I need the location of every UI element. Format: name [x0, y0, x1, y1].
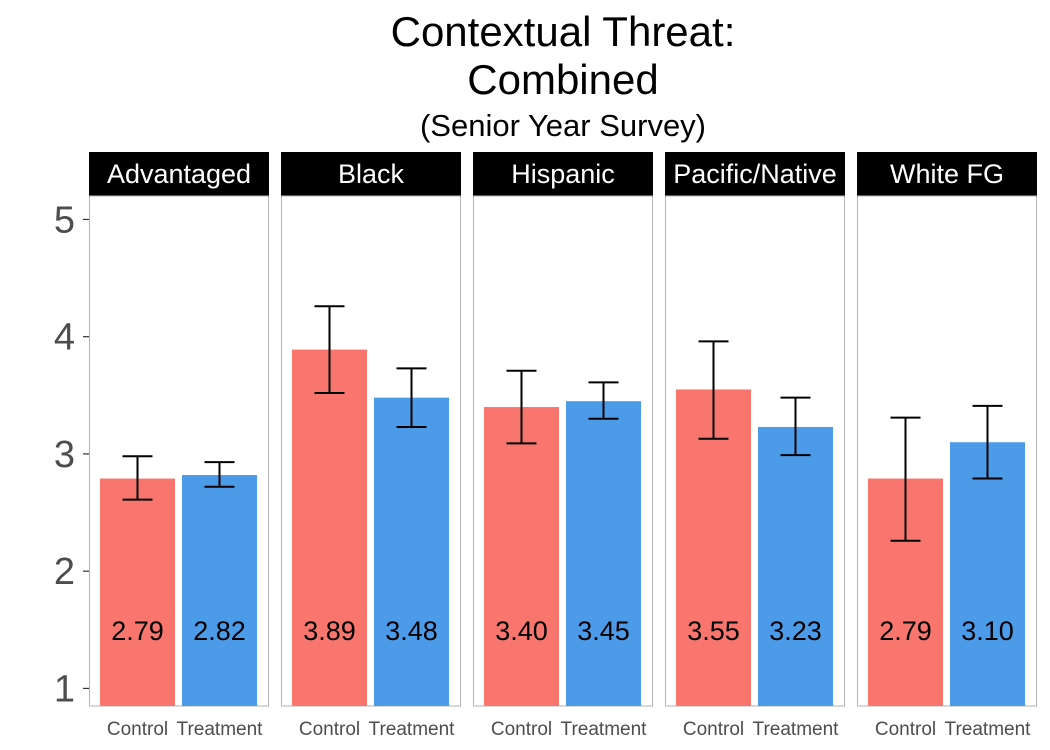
x-tick-label: Treatment [369, 719, 456, 740]
bar-value-label: 3.48 [385, 616, 438, 646]
facet-strip-label: Advantaged [107, 159, 251, 189]
x-tick-label: Control [491, 719, 552, 740]
error-bar [314, 305, 345, 394]
facet-strip [473, 152, 653, 196]
facet-strip-label: White FG [890, 159, 1004, 189]
panel-border [89, 195, 269, 707]
y-tick-label: 2 [54, 551, 75, 593]
facet-strip [281, 152, 461, 196]
panel-border [857, 195, 1037, 707]
facet-strip [665, 152, 845, 196]
x-tick-label: Treatment [945, 719, 1032, 740]
bar-value-label: 2.79 [111, 616, 164, 646]
x-tick-label: Control [683, 719, 744, 740]
facet-panel: White FG 2.79 Control 3.10 Treatment [857, 152, 1037, 740]
error-bar [890, 416, 921, 542]
bar-treatment [566, 401, 641, 706]
panel-border [665, 195, 845, 707]
facet-panel: Pacific/Native 3.55 Control 3.23 Treatment [665, 152, 845, 740]
error-bar [396, 367, 427, 428]
panel-border [281, 195, 461, 707]
facet-panel: Hispanic 3.40 Control 3.45 Treatment [473, 152, 653, 740]
x-tick-label: Treatment [177, 719, 264, 740]
facet-panels: Advantaged 2.79 Control 2.82 Treatment Black 3… [89, 152, 1037, 740]
bar-value-label: 3.55 [687, 616, 740, 646]
error-bar [204, 461, 235, 488]
bar-value-label: 3.10 [961, 616, 1014, 646]
y-tick-label: 4 [54, 317, 75, 359]
y-tick-label: 1 [54, 668, 75, 710]
chart-subtitle: (Senior Year Survey) [420, 108, 706, 143]
bar-value-label: 3.89 [303, 616, 356, 646]
bar-control [676, 389, 751, 706]
facet-strip-label: Black [338, 159, 405, 189]
facet-strip [89, 152, 269, 196]
error-bar [972, 404, 1003, 480]
x-tick-label: Control [107, 719, 168, 740]
bar-treatment [950, 442, 1025, 706]
facet-panel: Advantaged 2.79 Control 2.82 Treatment [89, 152, 269, 740]
chart-title-line-2: Combined [467, 56, 658, 103]
bar-treatment [374, 397, 449, 706]
facet-strip-label: Hispanic [511, 159, 615, 189]
bar-control [484, 407, 559, 706]
y-tick-label: 3 [54, 434, 75, 476]
bar-value-label: 2.79 [879, 616, 932, 646]
y-axis: 1 2 3 4 5 [54, 199, 89, 710]
error-bar [780, 396, 811, 457]
x-tick-label: Treatment [561, 719, 648, 740]
error-bar [506, 369, 537, 445]
bar-value-label: 3.40 [495, 616, 548, 646]
error-bar [122, 455, 153, 501]
facet-strip-label: Pacific/Native [673, 159, 837, 189]
error-bar [588, 381, 619, 420]
bar-value-label: 2.82 [193, 616, 246, 646]
x-tick-label: Control [875, 719, 936, 740]
error-bar [698, 340, 729, 440]
bar-treatment [182, 475, 257, 706]
facet-panel: Black 3.89 Control 3.48 Treatment [281, 152, 461, 740]
bar-control [292, 349, 367, 706]
bar-value-label: 3.23 [769, 616, 822, 646]
chart-title-line-1: Contextual Threat: [391, 8, 736, 55]
y-tick-label: 5 [54, 199, 75, 241]
x-tick-label: Control [299, 719, 360, 740]
x-tick-label: Treatment [753, 719, 840, 740]
panel-border [473, 195, 653, 707]
bar-value-label: 3.45 [577, 616, 630, 646]
bar-treatment [758, 426, 833, 706]
bar-control [100, 478, 175, 706]
facet-strip [857, 152, 1037, 196]
